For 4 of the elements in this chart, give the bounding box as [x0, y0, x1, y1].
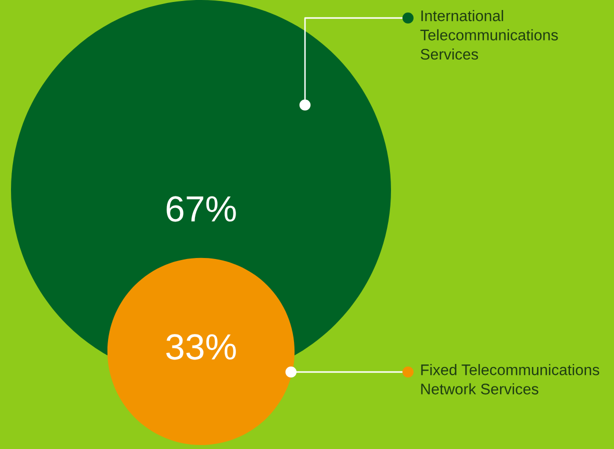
- data-label: 67%: [166, 196, 236, 222]
- category-label: International Telecommunications Services: [420, 10, 558, 60]
- data-label: 33%: [166, 334, 236, 360]
- category-label: Fixed Telecommunications Network Services: [421, 364, 600, 394]
